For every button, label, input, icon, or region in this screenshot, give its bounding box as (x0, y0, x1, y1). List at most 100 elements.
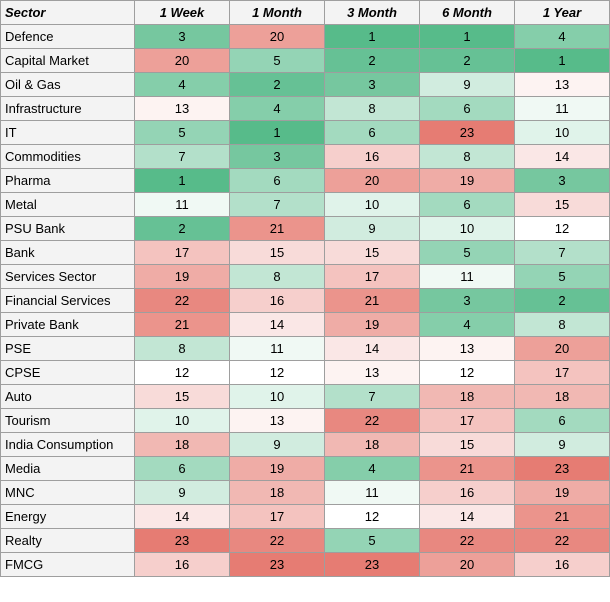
heatmap-cell: 19 (229, 456, 325, 481)
sector-label: Media (0, 456, 135, 481)
heatmap-cell: 13 (134, 96, 230, 121)
heatmap-cell: 14 (229, 312, 325, 337)
heatmap-cell: 9 (229, 432, 325, 457)
heatmap-cell: 22 (134, 288, 230, 313)
table-row: Pharma 1 6 20 19 3 (0, 168, 610, 193)
heatmap-cell: 5 (229, 48, 325, 73)
heatmap-cell: 3 (229, 144, 325, 169)
heatmap-cell: 9 (419, 72, 515, 97)
heatmap-cell: 14 (514, 144, 610, 169)
heatmap-cell: 23 (324, 552, 420, 577)
heatmap-cell: 9 (514, 432, 610, 457)
heatmap-cell: 17 (134, 240, 230, 265)
heatmap-cell: 17 (324, 264, 420, 289)
heatmap-cell: 20 (324, 168, 420, 193)
heatmap-cell: 10 (134, 408, 230, 433)
heatmap-cell: 21 (514, 504, 610, 529)
heatmap-cell: 5 (514, 264, 610, 289)
heatmap-cell: 17 (229, 504, 325, 529)
heatmap-cell: 9 (324, 216, 420, 241)
column-header: 6 Month (419, 0, 515, 25)
heatmap-cell: 10 (324, 192, 420, 217)
table-row: Metal 11 7 10 6 15 (0, 192, 610, 217)
heatmap-cell: 2 (324, 48, 420, 73)
heatmap-cell: 11 (514, 96, 610, 121)
heatmap-cell: 11 (324, 480, 420, 505)
heatmap-cell: 19 (324, 312, 420, 337)
heatmap-cell: 3 (419, 288, 515, 313)
heatmap-cell: 2 (419, 48, 515, 73)
table-row: Capital Market 20 5 2 2 1 (0, 48, 610, 73)
heatmap-cell: 13 (229, 408, 325, 433)
heatmap-cell: 15 (229, 240, 325, 265)
heatmap-cell: 23 (514, 456, 610, 481)
heatmap-cell: 8 (134, 336, 230, 361)
heatmap-cell: 12 (229, 360, 325, 385)
heatmap-cell: 6 (419, 96, 515, 121)
sector-label: Infrastructure (0, 96, 135, 121)
heatmap-cell: 21 (324, 288, 420, 313)
heatmap-cell: 14 (419, 504, 515, 529)
table-row: Services Sector 19 8 17 11 5 (0, 264, 610, 289)
sector-label: IT (0, 120, 135, 145)
heatmap-cell: 4 (324, 456, 420, 481)
table-row: India Consumption 18 9 18 15 9 (0, 432, 610, 457)
heatmap-cell: 14 (134, 504, 230, 529)
sector-label: PSE (0, 336, 135, 361)
heatmap-cell: 16 (514, 552, 610, 577)
heatmap-cell: 1 (324, 24, 420, 49)
table-row: Commodities 7 3 16 8 14 (0, 144, 610, 169)
column-header: 3 Month (324, 0, 420, 25)
heatmap-cell: 9 (134, 480, 230, 505)
table-row: Auto 15 10 7 18 18 (0, 384, 610, 409)
heatmap-cell: 5 (134, 120, 230, 145)
table-row: Financial Services 22 16 21 3 2 (0, 288, 610, 313)
sector-label: CPSE (0, 360, 135, 385)
heatmap-cell: 21 (229, 216, 325, 241)
table-row: IT 5 1 6 23 10 (0, 120, 610, 145)
sector-label: Oil & Gas (0, 72, 135, 97)
sector-label: Capital Market (0, 48, 135, 73)
heatmap-cell: 10 (419, 216, 515, 241)
sector-label: Services Sector (0, 264, 135, 289)
heatmap-cell: 16 (134, 552, 230, 577)
table-row: FMCG 16 23 23 20 16 (0, 552, 610, 577)
heatmap-cell: 10 (229, 384, 325, 409)
heatmap-cell: 8 (324, 96, 420, 121)
heatmap-cell: 23 (134, 528, 230, 553)
heatmap-cell: 2 (514, 288, 610, 313)
column-header: 1 Month (229, 0, 325, 25)
heatmap-cell: 7 (134, 144, 230, 169)
heatmap-cell: 8 (419, 144, 515, 169)
heatmap-cell: 4 (134, 72, 230, 97)
heatmap-cell: 11 (419, 264, 515, 289)
heatmap-cell: 22 (324, 408, 420, 433)
heatmap-cell: 19 (134, 264, 230, 289)
heatmap-cell: 18 (419, 384, 515, 409)
heatmap-cell: 7 (324, 384, 420, 409)
heatmap-cell: 6 (229, 168, 325, 193)
sector-label: Pharma (0, 168, 135, 193)
sector-label: Bank (0, 240, 135, 265)
table-row: PSE 8 11 14 13 20 (0, 336, 610, 361)
sector-label: MNC (0, 480, 135, 505)
heatmap-cell: 16 (419, 480, 515, 505)
heatmap-cell: 5 (324, 528, 420, 553)
heatmap-cell: 22 (229, 528, 325, 553)
sector-rank-heatmap: Sector 1 Week 1 Month 3 Month 6 Month 1 Year… (0, 0, 610, 577)
sector-label: Energy (0, 504, 135, 529)
table-row: Energy 14 17 12 14 21 (0, 504, 610, 529)
header-row: Sector 1 Week 1 Month 3 Month 6 Month 1 Year (0, 0, 610, 25)
heatmap-cell: 18 (134, 432, 230, 457)
sector-label: Auto (0, 384, 135, 409)
heatmap-cell: 15 (134, 384, 230, 409)
heatmap-cell: 6 (419, 192, 515, 217)
column-header: 1 Year (514, 0, 610, 25)
sector-label: FMCG (0, 552, 135, 577)
column-header: 1 Week (134, 0, 230, 25)
heatmap-cell: 20 (514, 336, 610, 361)
table-row: Defence 3 20 1 1 4 (0, 24, 610, 49)
heatmap-cell: 4 (229, 96, 325, 121)
heatmap-cell: 13 (419, 336, 515, 361)
heatmap-cell: 22 (419, 528, 515, 553)
